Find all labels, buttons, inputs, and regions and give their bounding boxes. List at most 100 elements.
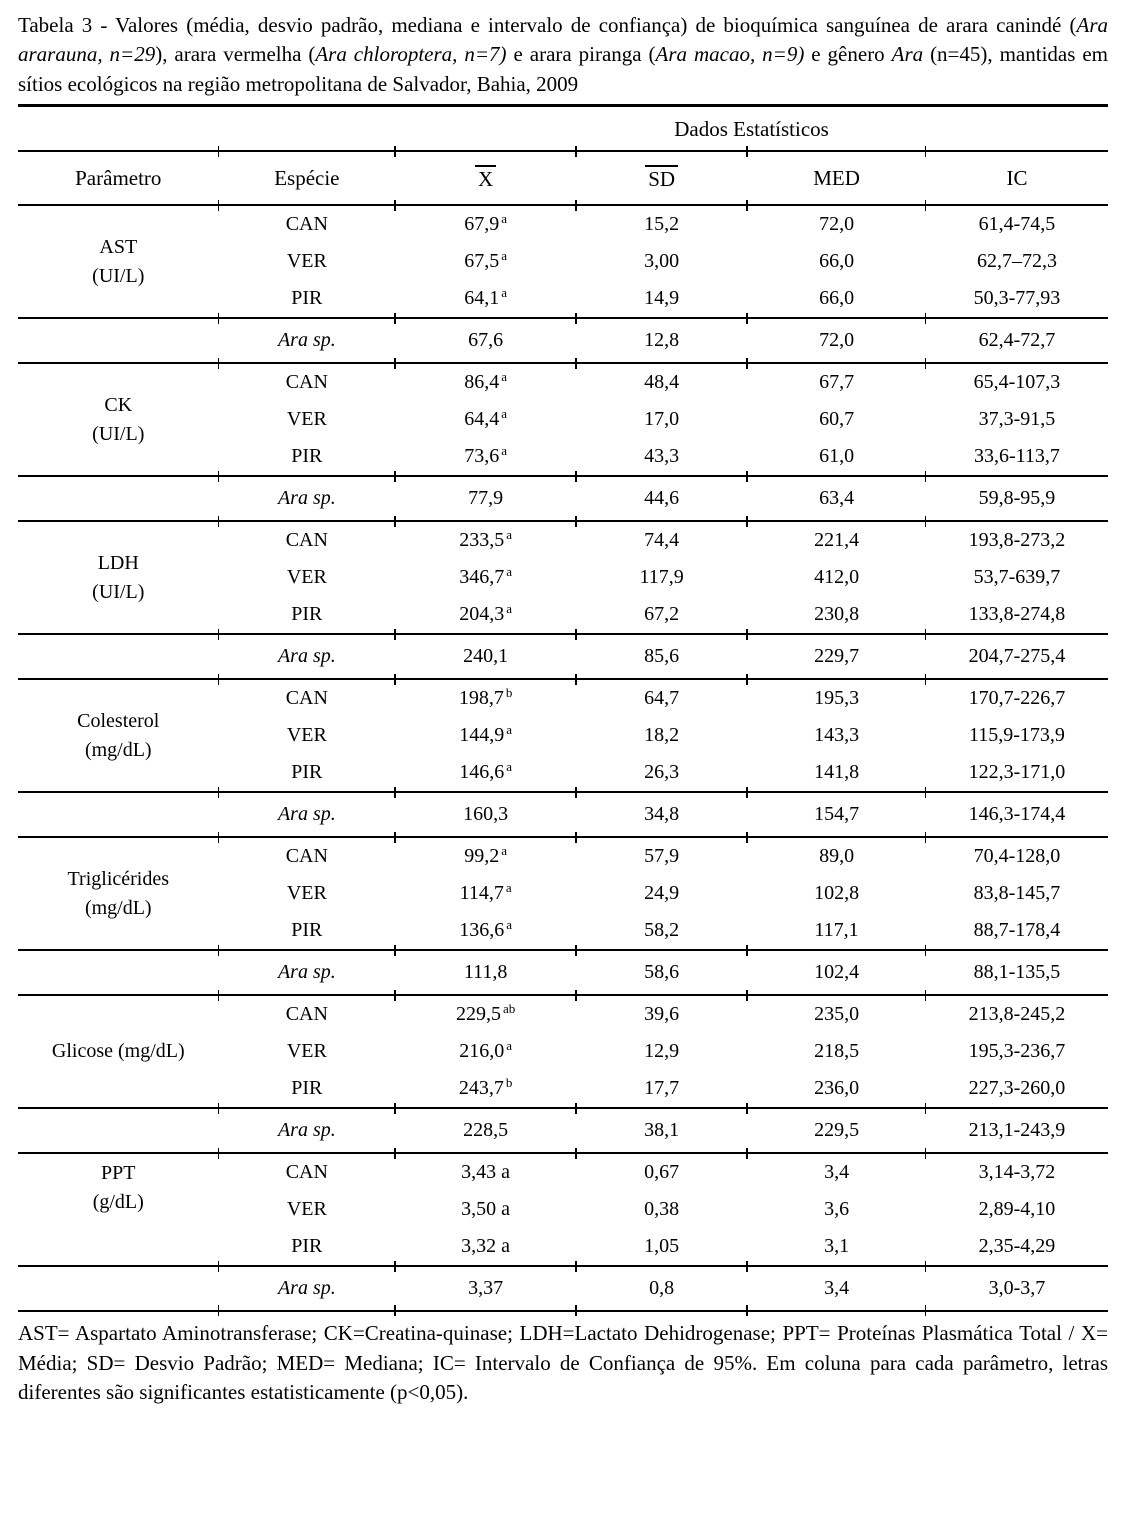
mean-value: 111,8 [463,961,508,984]
med-value: 154,7 [814,803,860,826]
cell-sd: 64,7 [575,675,748,718]
mean-value: 216,0 [459,1040,505,1063]
cell-especie: VER [219,243,396,280]
cell-ic: 213,1-243,9 [924,1104,1108,1154]
cell-sd: 58,2 [576,912,747,950]
especie-label: VER [286,1198,327,1221]
mean-superscript: a [501,210,507,226]
especie-label: VER [286,882,327,905]
cell-sd: 74,4 [575,517,748,560]
caption-segment: Ara chloroptera, n=7) [315,42,507,67]
med-value: 3,6 [824,1198,850,1221]
cell-ic: 122,3-171,0 [926,754,1108,792]
mean-superscript: b [505,1074,513,1090]
especie-label: CAN [285,213,328,236]
cell-sd: 58,6 [575,946,748,996]
ic-value: 62,4-72,7 [978,329,1056,352]
cell-mean: 204,3 a [395,596,576,634]
cell-ic: 3,14-3,72 [924,1149,1108,1192]
cell-ic: 37,3-91,5 [926,401,1108,438]
cell-med: 102,8 [747,875,926,912]
especie-label: CAN [285,371,328,394]
mean-value: 136,6 [459,919,505,942]
ic-value: 213,1-243,9 [968,1119,1066,1142]
col-header-5: MED [746,147,926,206]
especie-label: CAN [285,1003,328,1026]
cell-mean: 114,7 a [395,875,576,912]
especie-label: PIR [291,287,323,310]
param-line: (UI/L) [92,264,145,287]
cell-ic: 2,89-4,10 [926,1191,1108,1228]
stats-span-cell: Dados Estatísticos [395,104,1108,152]
sd-value: 58,6 [644,961,680,984]
med-value: 63,4 [819,487,855,510]
cell-med: 412,0 [747,559,926,596]
ic-value: 3,0-3,7 [988,1277,1046,1300]
cell-ic: 193,8-273,2 [924,517,1108,560]
sd-value: 64,7 [644,687,680,710]
mean-value: 3,37 [468,1277,504,1300]
cell-especie: Ara sp. [217,788,396,838]
cell-mean: 240,1 [394,630,577,680]
col-header-4: SD [575,147,748,206]
ic-value: 88,7-178,4 [973,919,1061,942]
cell-ic: 146,3-174,4 [924,788,1108,838]
col-header-6: IC [924,147,1108,206]
column-header-row: Parâmetro Espécie X SD MED IC [18,147,1108,206]
cell-mean: 111,8 [394,946,577,996]
caption-segment: Ara ararauna, n=29 [18,13,1108,67]
species-row: PIR 243,7 b 17,7 236,0 227,3-260,0 [18,1070,1108,1108]
stats-span-label: Dados Estatísticos [674,116,829,141]
cell-especie: Ara sp. [217,472,396,522]
ic-value: 50,3-77,93 [973,287,1061,310]
caption-segment: e arara piranga ( [506,42,656,67]
mean-value: 64,1 [464,287,500,310]
species-row: VER 3,50 a 0,38 3,6 2,89-4,10 [18,1191,1108,1228]
med-value: 72,0 [819,213,855,236]
caption-segment: ), arara vermelha ( [155,42,316,67]
sd-value: 12,8 [644,329,680,352]
mean-superscript: a [501,842,507,858]
param-line: Colesterol [77,709,160,732]
especie-label: VER [286,250,327,273]
cell-especie: VER [219,717,396,754]
cell-especie: CAN [217,1149,396,1192]
mean-value: 77,9 [468,487,504,510]
med-value: 221,4 [814,529,860,552]
cell-sd: 43,3 [576,438,747,476]
genus-label: Ara sp. [277,1277,336,1300]
sd-value: 3,00 [644,250,680,273]
sd-value: 38,1 [644,1119,680,1142]
cell-med: 3,4 [746,1262,926,1318]
cell-ic: 170,7-226,7 [924,675,1108,718]
species-row: AST (UI/L) CAN 67,9 a 15,2 72,0 61,4-74,5 [18,201,1108,319]
cell-especie: Ara sp. [217,946,396,996]
cell-mean: 346,7 a [395,559,576,596]
cell-especie: CAN [217,833,396,876]
med-value: 102,4 [814,961,860,984]
sd-value: 26,3 [644,761,680,784]
cell-med: 3,1 [747,1228,926,1266]
mean-superscript: a [506,758,512,774]
genus-label: Ara sp. [277,487,336,510]
cell-especie: VER [219,875,396,912]
data-table: Dados Estatísticos Parâmetro Espécie X SD MED… [18,104,1108,1318]
cell-sd: 117,9 [576,559,747,596]
especie-label: PIR [291,761,323,784]
cell-sd: 24,9 [576,875,747,912]
cell-med: 60,7 [747,401,926,438]
summary-row: Ara sp. 3,37 0,8 3,4 3,0-3,7 [18,1262,1108,1318]
sd-value: 0,8 [649,1277,675,1300]
cell-mean: 228,5 [394,1104,577,1154]
species-row: PIR 3,32 a 1,05 3,1 2,35-4,29 [18,1228,1108,1266]
table-body: Dados Estatísticos Parâmetro Espécie X SD MED… [18,104,1108,1318]
species-row: VER 67,5 a 3,00 66,0 62,7–72,3 [18,243,1108,280]
mean-superscript: b [505,684,513,700]
col-header-3: X [394,147,577,206]
cell-med: 230,8 [747,596,926,634]
cell-sd: 3,00 [576,243,747,280]
species-row: PIR 64,1 a 14,9 66,0 50,3-77,93 [18,280,1108,318]
species-row: PIR 73,6 a 43,3 61,0 33,6-113,7 [18,438,1108,476]
mean-superscript: ab [502,1000,516,1016]
cell-med: 67,7 [746,359,926,402]
